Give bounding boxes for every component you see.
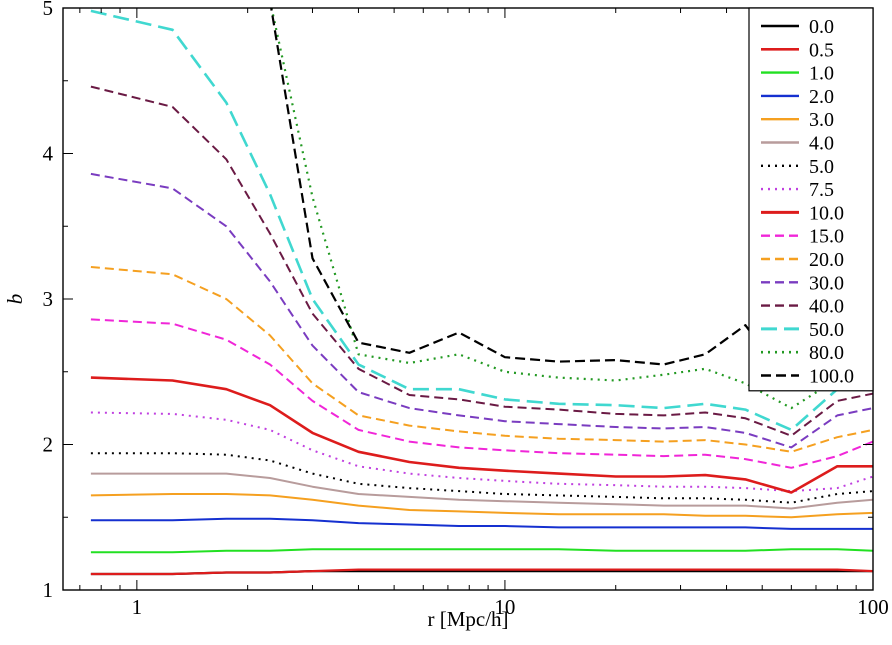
legend-label: 20.0 xyxy=(809,249,844,271)
series-line-20-0 xyxy=(90,266,873,453)
legend-label: 2.0 xyxy=(809,86,834,108)
y-axis-label: b xyxy=(3,294,27,305)
legend: 0.00.51.02.03.04.05.07.510.015.020.030.0… xyxy=(748,7,874,392)
legend-label: 100.0 xyxy=(809,366,854,388)
x-tick-label: 100 xyxy=(857,595,889,619)
y-tick-label: 2 xyxy=(43,433,54,457)
series-line-2-0 xyxy=(90,517,873,530)
y-tick-label: 3 xyxy=(43,287,54,311)
x-axis-label: r [Mpc/h] xyxy=(427,607,508,631)
x-tick-label: 1 xyxy=(132,595,143,619)
series-line-1-0 xyxy=(90,548,873,554)
series-line-50-0 xyxy=(90,9,873,432)
legend-label: 10.0 xyxy=(809,202,844,224)
legend-label: 4.0 xyxy=(809,133,834,155)
legend-label: 30.0 xyxy=(809,272,844,294)
series-line-3-0 xyxy=(90,493,873,519)
series-line-0-5 xyxy=(90,568,873,576)
series-line-40-0 xyxy=(90,85,873,437)
series-line-7-5 xyxy=(90,411,873,493)
y-tick-label: 1 xyxy=(43,578,54,602)
legend-label: 7.5 xyxy=(809,179,834,201)
legend-label: 80.0 xyxy=(809,342,844,364)
legend-label: 0.5 xyxy=(809,39,834,61)
y-tick-label: 5 xyxy=(43,0,54,20)
legend-label: 0.0 xyxy=(809,16,834,38)
legend-label: 40.0 xyxy=(809,296,844,318)
legend-label: 15.0 xyxy=(809,226,844,248)
legend-label: 3.0 xyxy=(809,109,834,131)
x-tick-label: 10 xyxy=(494,595,515,619)
series-line-5-0 xyxy=(90,452,873,504)
series-line-10-0 xyxy=(90,376,873,494)
legend-label: 1.0 xyxy=(809,63,834,85)
series-line-4-0 xyxy=(90,472,873,510)
legend-label: 5.0 xyxy=(809,156,834,178)
legend-label: 50.0 xyxy=(809,319,844,341)
series-line-15-0 xyxy=(90,318,873,469)
legend-box xyxy=(748,7,874,392)
series-lines xyxy=(90,8,873,576)
series-line-30-0 xyxy=(90,172,873,449)
y-tick-label: 4 xyxy=(43,142,54,166)
